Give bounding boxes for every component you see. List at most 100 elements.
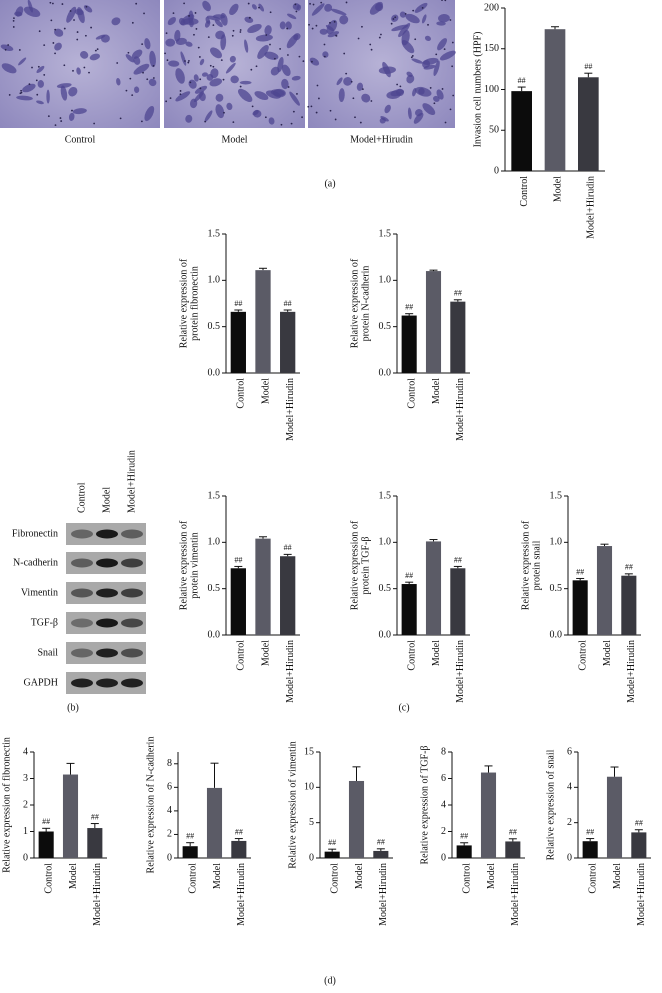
cell	[167, 17, 177, 26]
pore	[207, 36, 210, 38]
pore	[333, 20, 336, 23]
cell	[258, 3, 265, 12]
pore	[69, 10, 72, 12]
cell	[148, 78, 157, 87]
x-tick-label: Control	[329, 863, 340, 894]
pore	[83, 66, 86, 69]
pore	[302, 60, 305, 63]
y-axis-label: Invasion cell numbers (HPF)	[472, 32, 483, 148]
y-tick-label: 3	[23, 773, 28, 784]
pore	[329, 21, 331, 24]
cell	[339, 15, 349, 25]
significance-label: ##	[586, 827, 594, 836]
pore	[429, 87, 432, 89]
pore	[20, 91, 23, 94]
cell	[95, 34, 106, 40]
x-tick-label: Model+Hirudin	[586, 176, 597, 239]
cell	[36, 65, 45, 74]
pore	[125, 89, 128, 92]
bar	[255, 538, 271, 635]
cell	[185, 114, 193, 123]
cell	[68, 112, 75, 121]
pore	[404, 13, 407, 15]
cell	[375, 3, 384, 12]
bar	[230, 311, 246, 373]
y-axis-label: Relative expression of	[349, 520, 360, 610]
cell	[72, 108, 87, 115]
pore	[394, 16, 397, 19]
bar	[348, 780, 365, 858]
blot-row-label: Vimentin	[21, 587, 58, 598]
cell	[285, 21, 292, 30]
y-tick-label: 8	[167, 758, 172, 769]
y-tick-label: 0	[309, 852, 314, 863]
pore	[152, 64, 155, 67]
pore	[188, 15, 190, 17]
pore	[169, 97, 172, 100]
pore	[49, 1, 52, 4]
significance-label: ##	[576, 567, 584, 576]
cell	[436, 89, 444, 100]
y-tick-label: 0.5	[379, 583, 392, 594]
cell	[220, 12, 228, 26]
y-tick-label: 1.5	[208, 490, 221, 501]
y-tick-label: 8	[441, 746, 446, 757]
pore	[54, 124, 57, 127]
pore	[18, 49, 21, 51]
cell	[54, 28, 64, 37]
pore	[152, 77, 155, 79]
cell	[202, 0, 211, 12]
cell	[189, 98, 198, 109]
cell	[14, 11, 23, 17]
cell	[54, 42, 62, 51]
x-tick-label: Model+Hirudin	[285, 640, 296, 703]
pore	[85, 5, 88, 8]
cell	[293, 33, 301, 41]
cell	[46, 89, 50, 104]
cell	[281, 78, 289, 90]
cell	[412, 87, 417, 97]
pore	[54, 28, 57, 31]
pore	[72, 69, 74, 72]
cell	[405, 13, 420, 24]
cell	[125, 54, 135, 63]
panel-label: (c)	[398, 702, 409, 713]
cell	[433, 95, 440, 102]
blot-band	[96, 678, 118, 688]
y-tick-label: 2	[167, 829, 172, 840]
pore	[116, 62, 119, 64]
cell	[74, 8, 84, 16]
cell	[406, 71, 413, 77]
x-tick-label: Model+Hirudin	[236, 863, 247, 926]
pore	[165, 32, 168, 35]
micrograph	[0, 0, 160, 128]
pore	[13, 17, 15, 20]
bar	[206, 787, 223, 858]
pore	[444, 0, 447, 2]
y-tick-label: 1.0	[208, 537, 221, 548]
x-tick-label: Model	[260, 378, 271, 404]
bar	[505, 841, 521, 858]
y-tick-label: 1.0	[379, 537, 392, 548]
x-tick-label: Model	[431, 640, 442, 666]
cell	[421, 14, 427, 24]
cell	[270, 66, 280, 76]
cell	[378, 66, 396, 74]
pore	[143, 12, 145, 15]
pore	[129, 77, 132, 80]
y-tick-label: 0	[167, 852, 172, 863]
y-tick-label: 1.5	[379, 228, 392, 239]
cell	[398, 23, 411, 38]
y-axis-label: Relative expression of	[178, 520, 189, 610]
pore	[247, 2, 250, 5]
lane-label: Model+Hirudin	[126, 450, 137, 513]
pore	[370, 100, 373, 102]
cell	[281, 64, 291, 76]
cell	[330, 8, 347, 16]
pore	[37, 65, 40, 68]
y-axis-label: Relative expression of TGF-β	[419, 745, 430, 864]
cell	[423, 64, 436, 70]
x-tick-label: Model	[354, 863, 365, 889]
y-tick-label: 150	[484, 43, 499, 54]
